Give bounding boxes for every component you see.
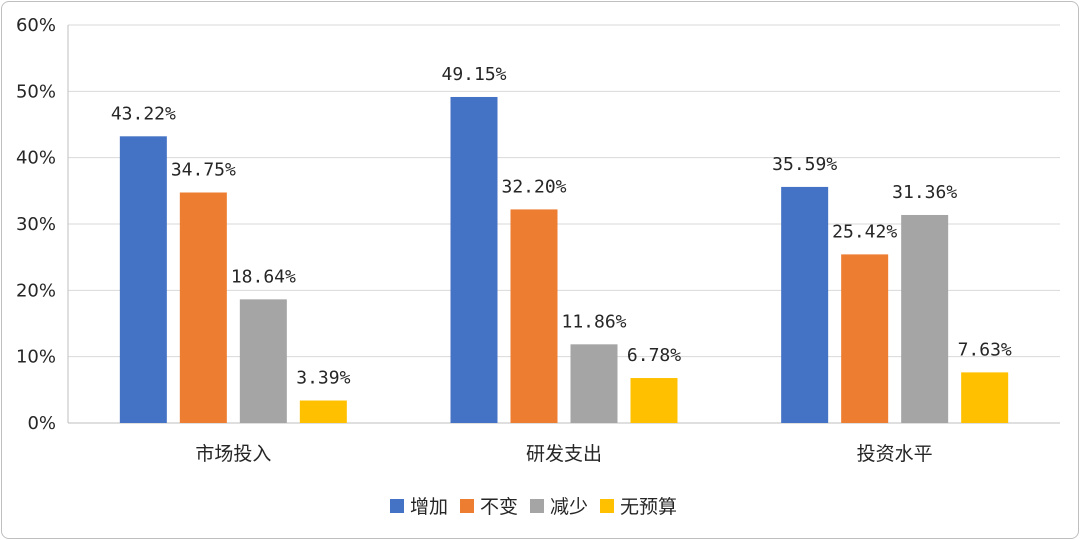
gridlines <box>67 24 1060 424</box>
bar <box>841 254 889 423</box>
data-label: 7.63% <box>958 339 1012 360</box>
y-tick-label: 0% <box>27 413 56 434</box>
bar <box>119 136 167 424</box>
bar <box>961 372 1009 423</box>
y-tick-label: 60% <box>16 15 56 36</box>
bar <box>510 209 558 423</box>
y-tick-label: 40% <box>16 148 56 169</box>
bar <box>630 378 678 423</box>
data-label: 31.36% <box>892 182 957 203</box>
y-tick-label: 50% <box>16 81 56 102</box>
category-label: 投资水平 <box>857 443 933 465</box>
data-label: 34.75% <box>171 159 236 180</box>
category-label: 市场投入 <box>195 443 271 465</box>
data-label: 11.86% <box>561 311 626 332</box>
data-label: 18.64% <box>231 266 296 287</box>
legend: 增加 不变 减少 无预算 <box>390 496 677 518</box>
data-label: 25.42% <box>832 221 897 242</box>
y-tick-label: 10% <box>16 347 56 368</box>
data-label: 49.15% <box>441 64 506 85</box>
legend-swatch <box>530 499 544 513</box>
bar <box>299 400 347 423</box>
x-axis-categories: 市场投入 研发支出 投资水平 <box>195 443 932 465</box>
legend-label: 增加 <box>410 496 448 518</box>
bar <box>239 299 287 423</box>
bar <box>781 186 829 423</box>
data-label: 3.39% <box>296 368 350 389</box>
data-label: 43.22% <box>111 103 176 124</box>
bars <box>119 96 1009 424</box>
legend-swatch <box>390 499 404 513</box>
bar <box>179 192 227 423</box>
legend-label: 无预算 <box>620 496 677 518</box>
bar <box>570 344 618 423</box>
category-label: 研发支出 <box>526 443 602 465</box>
data-label: 32.20% <box>501 176 566 197</box>
legend-swatch <box>600 499 614 513</box>
y-tick-label: 30% <box>16 214 56 235</box>
data-label: 6.78% <box>627 345 681 366</box>
bar <box>901 214 949 423</box>
data-label: 35.59% <box>772 154 837 175</box>
y-axis-ticks: 0% 10% 20% 30% 40% 50% 60% <box>16 15 56 434</box>
data-labels: 43.22% 34.75% 18.64% 3.39% 49.15% 32.20% 11.86… <box>111 64 1012 389</box>
legend-swatch <box>460 499 474 513</box>
legend-label: 不变 <box>480 496 518 518</box>
bar <box>450 96 498 423</box>
y-tick-label: 20% <box>16 280 56 301</box>
legend-label: 减少 <box>550 496 588 518</box>
